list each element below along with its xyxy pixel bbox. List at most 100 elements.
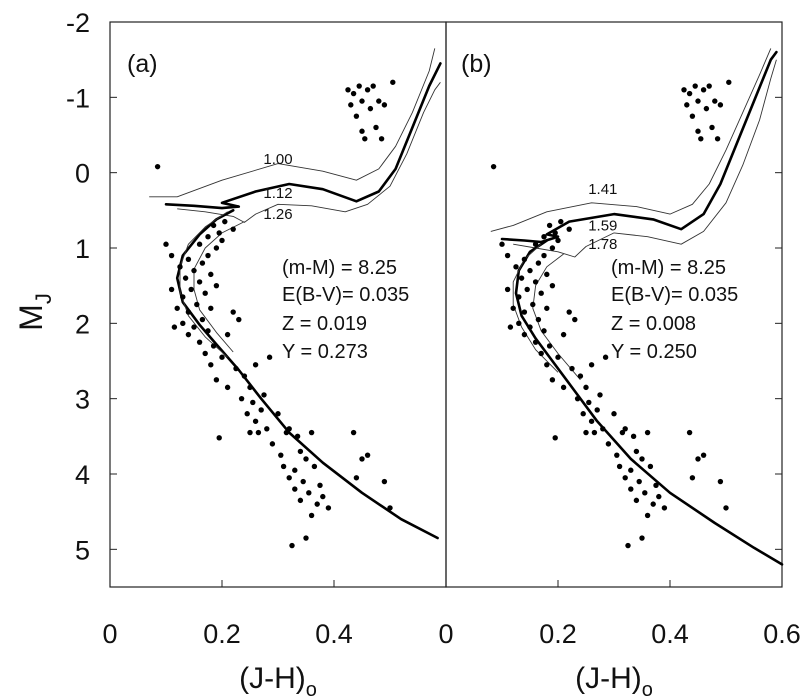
panel-b-star-point <box>622 426 628 432</box>
panel-a-star-point <box>269 441 276 447</box>
panel-a-star-point <box>208 305 214 311</box>
panel-b-star-point <box>541 328 547 334</box>
panel-a-star-point <box>171 324 178 330</box>
panel-b-star-point <box>689 475 696 481</box>
panel-a-star-point <box>350 429 357 436</box>
y-tick-label: 5 <box>75 535 90 565</box>
panel-b-star-point <box>580 411 586 417</box>
panel-a-label: (a) <box>127 50 158 78</box>
panel-b-star-point <box>583 429 589 436</box>
y-tick-label: 3 <box>75 385 90 415</box>
panel-b-star-point <box>689 113 696 119</box>
panel-b-star-point <box>723 505 729 511</box>
panel-a-main-sequence-line <box>179 211 228 358</box>
panel-a-star-point <box>244 411 250 417</box>
panel-a-star-point <box>359 98 365 104</box>
panel-a-star-point <box>213 377 220 383</box>
panel-a-star-point <box>286 426 292 432</box>
panel-b-star-point <box>700 452 707 458</box>
panel-a-star-point <box>199 260 206 266</box>
panel-b-x-tick-label: 0 <box>438 619 453 649</box>
panel-b-star-point <box>692 83 698 89</box>
panel-b-star-point <box>594 407 600 413</box>
panel-b-star-point <box>686 90 693 97</box>
panel-a-isochrone-1.00 <box>149 48 436 198</box>
panel-b-star-point <box>605 441 612 447</box>
panel-b-star-point <box>636 478 642 485</box>
panel-b-star-point <box>516 320 522 327</box>
panel-b-star-point <box>532 279 539 285</box>
panel-a-isochrone-label: 1.12 <box>263 185 292 202</box>
panel-b-main-sequence-line <box>532 253 581 381</box>
panel-a-star-point <box>205 252 211 259</box>
panel-b-star-point <box>619 429 626 436</box>
panel-b-isochrone-1.78 <box>513 59 777 258</box>
panel-b-isochrone-label: 1.78 <box>588 236 617 253</box>
panel-b-param-metallicity: Z = 0.008 <box>611 313 696 335</box>
panel-a-star-point <box>177 264 183 270</box>
panel-b-star-point <box>516 294 522 300</box>
panel-b-star-point <box>597 392 603 398</box>
panel-b-star-point <box>695 128 701 134</box>
panel-a-star-point <box>224 384 231 391</box>
panel-b-star-point <box>541 234 547 240</box>
panel-b-star-point <box>600 426 606 432</box>
panel-a-x-tick-label: 0 <box>102 619 117 649</box>
panel-a-star-point <box>286 475 292 481</box>
panel-a-star-point <box>306 490 312 496</box>
panel-a-param-helium: Y = 0.273 <box>282 341 368 363</box>
panel-a-star-point <box>174 305 180 311</box>
panel-b-x-ticks: 0 0.2 0.4 0.6 <box>438 580 801 649</box>
panel-b-star-point <box>681 87 687 93</box>
panel-a: 1.00 1.12 1.26 0 0.2 0.4 (a) (m-M) = 8.25 E(… <box>102 21 447 700</box>
panel-b-star-point <box>714 136 721 142</box>
panel-b-frame <box>445 21 783 588</box>
panel-b-star-point <box>614 452 620 458</box>
panel-b-star-point <box>633 448 640 455</box>
panel-b-star-point <box>541 252 547 259</box>
panel-a-star-point <box>348 102 354 108</box>
panel-a-star-point <box>222 218 228 225</box>
panel-a-star-point <box>303 456 309 462</box>
panel-b-star-point <box>698 136 704 142</box>
panel-b-star-point <box>572 316 578 323</box>
panel-a-star-point <box>289 542 295 549</box>
panel-b-star-point <box>544 305 550 311</box>
panel-b-star-point <box>558 218 564 225</box>
panel-a-star-point <box>278 452 284 458</box>
panel-b-star-point <box>504 252 511 259</box>
panel-a-star-point <box>196 241 203 247</box>
panel-b-x-tick-label: 0.4 <box>651 619 689 649</box>
panel-a-star-point <box>373 124 379 131</box>
panel-a-x-axis-title: (J-H)o <box>239 662 317 700</box>
panel-a-star-point <box>202 290 208 296</box>
panel-a-star-point <box>317 482 323 488</box>
panel-b-star-point <box>717 102 724 108</box>
panel-b-star-point <box>560 331 567 338</box>
panel-b-param-distance: (m-M) = 8.25 <box>611 257 726 279</box>
panel-a-marks: 1.00 1.12 1.26 <box>149 48 442 549</box>
panel-a-star-point <box>297 497 304 504</box>
panel-b-star-point <box>518 275 525 281</box>
panel-b-star-point <box>510 305 516 311</box>
panel-b-star-point <box>591 429 598 436</box>
panel-a-x-tick-label: 0.2 <box>203 619 241 649</box>
panel-b-star-point <box>549 377 556 383</box>
panel-a-star-point <box>219 354 225 360</box>
panel-b-star-point <box>726 79 732 85</box>
panel-b-star-point <box>717 478 724 485</box>
panel-a-star-point <box>219 237 225 244</box>
panel-b-star-point <box>560 384 567 391</box>
panel-b-star-point <box>569 365 575 372</box>
panel-b-star-point <box>521 331 528 338</box>
panel-a-star-point <box>224 331 231 338</box>
panel-a-star-point <box>168 252 175 259</box>
panel-a-star-point <box>292 467 298 473</box>
panel-a-star-point <box>381 478 388 485</box>
panel-b-star-point <box>504 286 511 293</box>
panel-a-star-point <box>196 339 203 345</box>
panel-a-star-point <box>255 429 262 436</box>
panel-b-star-point <box>653 482 659 488</box>
panel-b-star-point <box>552 435 558 441</box>
